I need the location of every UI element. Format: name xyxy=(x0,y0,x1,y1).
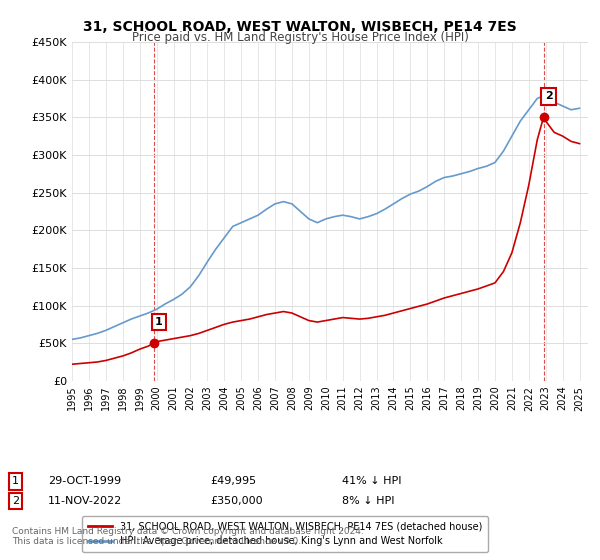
Text: 1: 1 xyxy=(12,477,19,487)
Text: Contains HM Land Registry data © Crown copyright and database right 2024.
This d: Contains HM Land Registry data © Crown c… xyxy=(12,526,364,546)
Text: 31, SCHOOL ROAD, WEST WALTON, WISBECH, PE14 7ES: 31, SCHOOL ROAD, WEST WALTON, WISBECH, P… xyxy=(83,20,517,34)
Legend: 31, SCHOOL ROAD, WEST WALTON, WISBECH, PE14 7ES (detached house), HPI: Average p: 31, SCHOOL ROAD, WEST WALTON, WISBECH, P… xyxy=(82,516,488,552)
Text: 11-NOV-2022: 11-NOV-2022 xyxy=(48,496,122,506)
Text: 1: 1 xyxy=(155,317,163,327)
Text: 41% ↓ HPI: 41% ↓ HPI xyxy=(342,477,401,487)
Text: 2: 2 xyxy=(12,496,19,506)
Text: 2: 2 xyxy=(545,91,553,101)
Text: £350,000: £350,000 xyxy=(210,496,263,506)
Text: 8% ↓ HPI: 8% ↓ HPI xyxy=(342,496,395,506)
Text: 29-OCT-1999: 29-OCT-1999 xyxy=(48,477,121,487)
Text: Price paid vs. HM Land Registry's House Price Index (HPI): Price paid vs. HM Land Registry's House … xyxy=(131,31,469,44)
Text: £49,995: £49,995 xyxy=(210,477,256,487)
